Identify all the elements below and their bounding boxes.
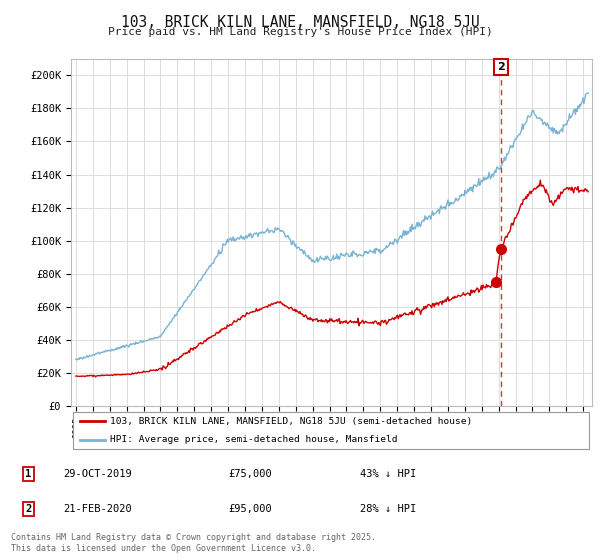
- Text: 28% ↓ HPI: 28% ↓ HPI: [360, 504, 416, 514]
- Text: 1: 1: [25, 469, 31, 479]
- Text: 2: 2: [25, 504, 31, 514]
- FancyBboxPatch shape: [73, 412, 589, 449]
- Text: 103, BRICK KILN LANE, MANSFIELD, NG18 5JU (semi-detached house): 103, BRICK KILN LANE, MANSFIELD, NG18 5J…: [110, 417, 472, 426]
- Text: 29-OCT-2019: 29-OCT-2019: [63, 469, 132, 479]
- Text: Contains HM Land Registry data © Crown copyright and database right 2025.
This d: Contains HM Land Registry data © Crown c…: [11, 533, 376, 553]
- Text: Price paid vs. HM Land Registry's House Price Index (HPI): Price paid vs. HM Land Registry's House …: [107, 27, 493, 38]
- Text: £75,000: £75,000: [228, 469, 272, 479]
- Text: 103, BRICK KILN LANE, MANSFIELD, NG18 5JU: 103, BRICK KILN LANE, MANSFIELD, NG18 5J…: [121, 15, 479, 30]
- Text: 21-FEB-2020: 21-FEB-2020: [63, 504, 132, 514]
- Text: 43% ↓ HPI: 43% ↓ HPI: [360, 469, 416, 479]
- Text: HPI: Average price, semi-detached house, Mansfield: HPI: Average price, semi-detached house,…: [110, 436, 397, 445]
- Text: 2: 2: [497, 62, 505, 72]
- Text: £95,000: £95,000: [228, 504, 272, 514]
